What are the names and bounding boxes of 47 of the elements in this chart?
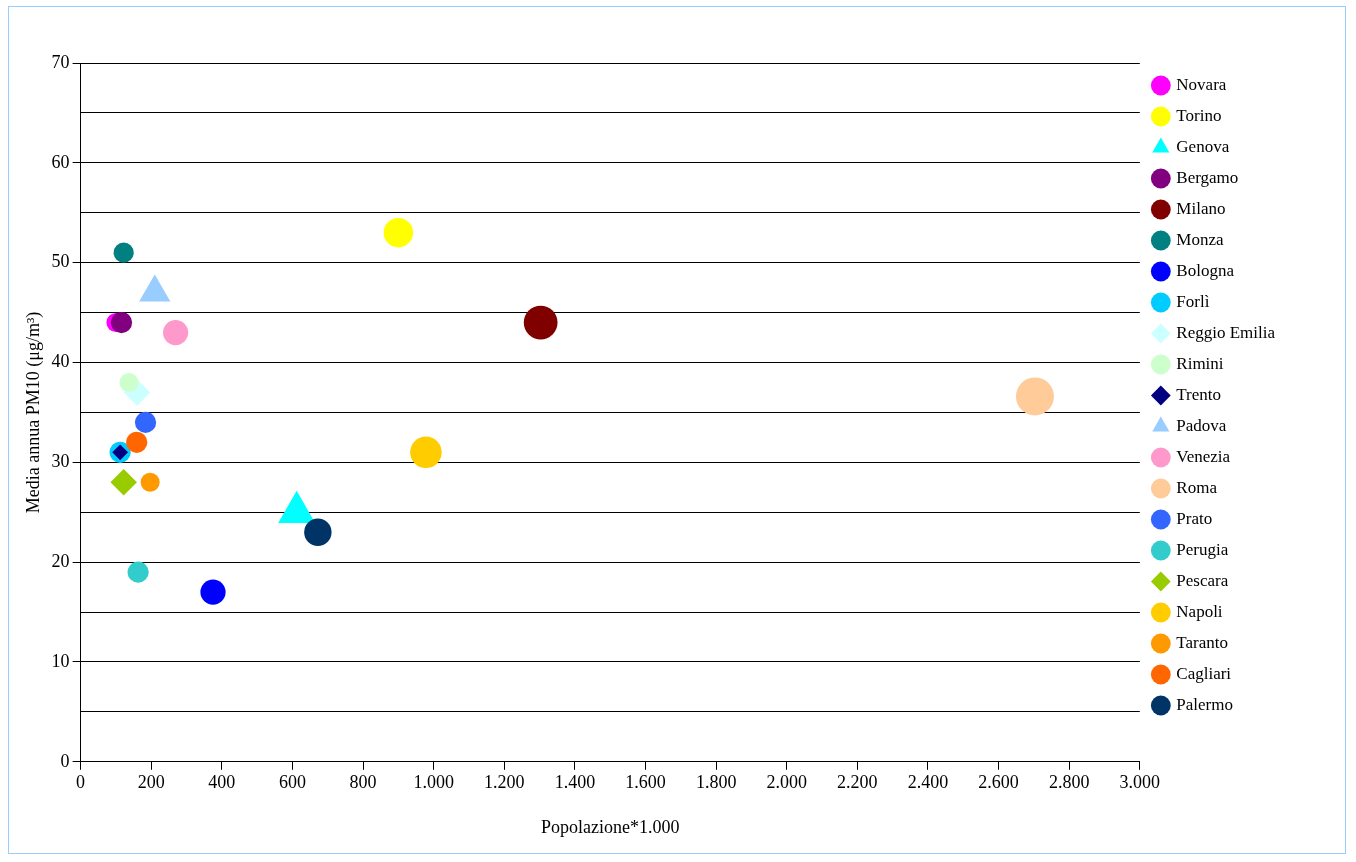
- x-tick-label: 1.000: [413, 772, 454, 793]
- y-tick-label: 10: [51, 650, 70, 671]
- x-tick-label: 2.600: [978, 772, 1019, 793]
- x-tick-label: 1.200: [484, 772, 525, 793]
- legend-label: Pescara: [1176, 570, 1229, 590]
- x-tick-label: 400: [208, 772, 236, 793]
- legend-label: Cagliari: [1176, 663, 1232, 683]
- y-axis-title: Media annua PM10 (μg/m³): [22, 311, 44, 514]
- legend-label: Padova: [1176, 415, 1227, 435]
- legend-label: Novara: [1176, 74, 1227, 94]
- x-axis-title: Popolazione*1.000: [540, 816, 680, 837]
- y-tick-label: 70: [51, 51, 70, 72]
- x-tick-label: 2.800: [1048, 772, 1090, 793]
- x-tick-label: 200: [137, 772, 165, 793]
- x-tick-label: 0: [76, 772, 86, 793]
- legend-label: Napoli: [1176, 601, 1223, 621]
- legend-label: Bologna: [1176, 260, 1235, 280]
- legend-label: Taranto: [1176, 632, 1229, 652]
- x-tick-label: 2.000: [766, 772, 807, 793]
- x-tick-label: 1.400: [554, 772, 596, 793]
- legend-label: Perugia: [1176, 539, 1229, 559]
- y-tick-label: 60: [51, 151, 70, 172]
- y-tick-label: 50: [51, 251, 70, 272]
- legend-label: Forlì: [1176, 291, 1210, 311]
- legend-label: Roma: [1176, 477, 1218, 497]
- legend-label: Bergamo: [1176, 167, 1239, 187]
- y-tick-label: 20: [51, 550, 70, 571]
- legend-label: Reggio Emilia: [1176, 322, 1276, 342]
- legend-label: Venezia: [1176, 446, 1231, 466]
- y-tick-label: 30: [51, 451, 70, 472]
- legend-label: Genova: [1176, 136, 1230, 156]
- legend-label: Palermo: [1176, 694, 1233, 714]
- x-tick-label: 600: [278, 772, 306, 793]
- legend-label: Prato: [1176, 508, 1213, 528]
- x-tick-label: 2.400: [907, 772, 949, 793]
- legend-label: Milano: [1176, 198, 1226, 218]
- legend-label: Trento: [1176, 384, 1222, 404]
- x-tick-label: 1.600: [625, 772, 666, 793]
- y-tick-label: 0: [60, 750, 70, 771]
- x-tick-label: 1.800: [695, 772, 737, 793]
- x-tick-label: 800: [349, 772, 377, 793]
- legend-label: Monza: [1176, 229, 1224, 249]
- legend-label: Torino: [1176, 105, 1222, 125]
- y-tick-label: 40: [51, 351, 70, 372]
- x-tick-label: 2.200: [837, 772, 878, 793]
- x-tick-label: 3.000: [1119, 772, 1161, 793]
- legend-label: Rimini: [1176, 353, 1224, 373]
